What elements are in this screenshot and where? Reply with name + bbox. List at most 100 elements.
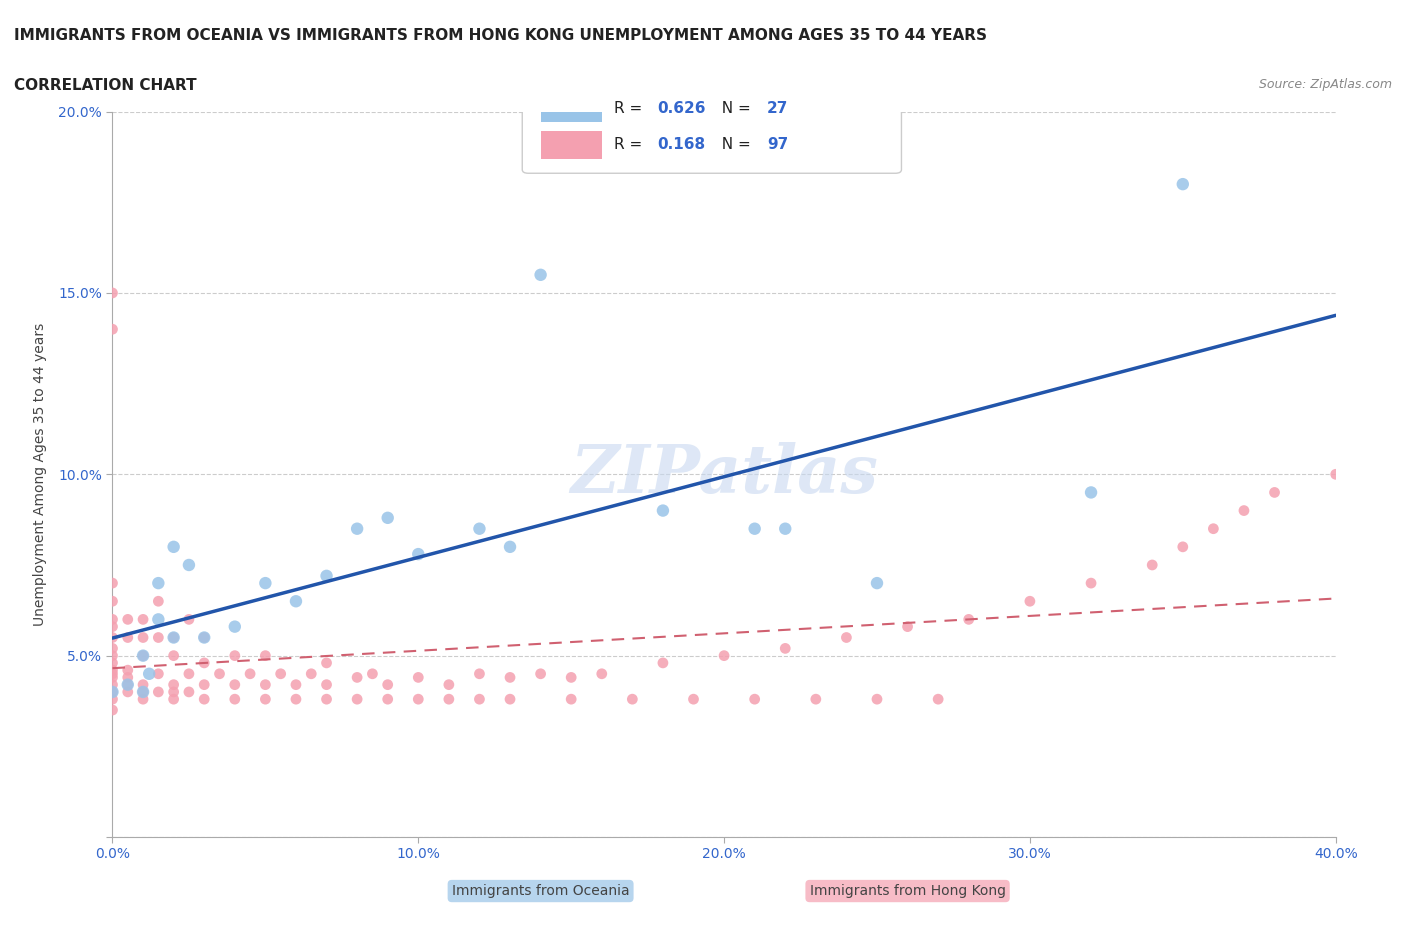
Point <box>148 631 170 645</box>
Point <box>408 547 430 562</box>
Point <box>132 684 155 699</box>
Point <box>408 692 430 707</box>
Point <box>299 666 322 681</box>
Point <box>101 684 124 699</box>
Point <box>775 521 797 536</box>
Point <box>866 576 889 591</box>
Point <box>499 670 522 684</box>
Point <box>193 677 215 692</box>
Point <box>193 631 215 645</box>
Text: Immigrants from Hong Kong: Immigrants from Hong Kong <box>810 884 1005 898</box>
Point <box>591 666 613 681</box>
Point <box>530 268 553 283</box>
Point <box>101 576 124 591</box>
Point <box>101 670 124 684</box>
Text: Immigrants from Oceania: Immigrants from Oceania <box>451 884 630 898</box>
Point <box>117 684 139 699</box>
Point <box>101 692 124 707</box>
Point <box>117 670 139 684</box>
Point <box>315 677 337 692</box>
Point <box>117 677 139 692</box>
Point <box>177 666 200 681</box>
Point <box>208 666 231 681</box>
Point <box>744 692 766 707</box>
Point <box>163 631 186 645</box>
Text: 0.168: 0.168 <box>657 138 704 153</box>
Point <box>193 656 215 671</box>
Point <box>897 619 920 634</box>
Point <box>193 631 215 645</box>
Point <box>499 692 522 707</box>
Point <box>866 692 889 707</box>
Point <box>101 703 124 718</box>
Point <box>437 692 460 707</box>
Point <box>530 666 553 681</box>
Point <box>101 648 124 663</box>
FancyBboxPatch shape <box>541 95 602 123</box>
Point <box>132 684 155 699</box>
Point <box>408 670 430 684</box>
Point <box>101 286 124 300</box>
Point <box>101 322 124 337</box>
Point <box>1171 177 1194 192</box>
Point <box>239 666 262 681</box>
Text: 27: 27 <box>766 101 789 116</box>
Point <box>254 692 277 707</box>
Point <box>193 692 215 707</box>
Text: Source: ZipAtlas.com: Source: ZipAtlas.com <box>1258 78 1392 91</box>
Point <box>927 692 949 707</box>
Point <box>101 631 124 645</box>
Point <box>1233 503 1256 518</box>
Point <box>101 663 124 678</box>
Text: R =: R = <box>614 138 647 153</box>
Point <box>652 656 675 671</box>
Point <box>101 656 124 671</box>
Point <box>284 692 308 707</box>
Point <box>148 576 170 591</box>
Point <box>284 594 308 609</box>
Point <box>132 612 155 627</box>
Point <box>270 666 292 681</box>
Point <box>361 666 384 681</box>
Point <box>468 692 491 707</box>
Point <box>132 692 155 707</box>
Text: IMMIGRANTS FROM OCEANIA VS IMMIGRANTS FROM HONG KONG UNEMPLOYMENT AMONG AGES 35 : IMMIGRANTS FROM OCEANIA VS IMMIGRANTS FR… <box>14 28 987 43</box>
Point <box>132 677 155 692</box>
Point <box>560 670 582 684</box>
Point <box>744 521 766 536</box>
Point <box>148 594 170 609</box>
Text: N =: N = <box>711 101 755 116</box>
Point <box>101 612 124 627</box>
Point <box>163 648 186 663</box>
Point <box>315 568 337 583</box>
Point <box>1018 594 1040 609</box>
Point <box>652 503 675 518</box>
Point <box>148 666 170 681</box>
Text: R =: R = <box>614 101 647 116</box>
Point <box>224 692 246 707</box>
Point <box>224 619 246 634</box>
Point <box>835 631 858 645</box>
Point <box>560 692 582 707</box>
Point <box>1080 485 1102 500</box>
Point <box>177 684 200 699</box>
Point <box>177 612 200 627</box>
Point <box>163 631 186 645</box>
Point <box>101 684 124 699</box>
Point <box>1142 558 1164 573</box>
Point <box>315 692 337 707</box>
Point <box>1324 467 1347 482</box>
Point <box>117 612 139 627</box>
Point <box>804 692 827 707</box>
Point <box>284 677 308 692</box>
Point <box>499 539 522 554</box>
FancyBboxPatch shape <box>541 131 602 159</box>
Point <box>101 677 124 692</box>
Point <box>254 648 277 663</box>
Text: 97: 97 <box>766 138 789 153</box>
Point <box>346 521 368 536</box>
Point <box>132 648 155 663</box>
Point <box>101 666 124 681</box>
Point <box>1080 576 1102 591</box>
Point <box>101 619 124 634</box>
